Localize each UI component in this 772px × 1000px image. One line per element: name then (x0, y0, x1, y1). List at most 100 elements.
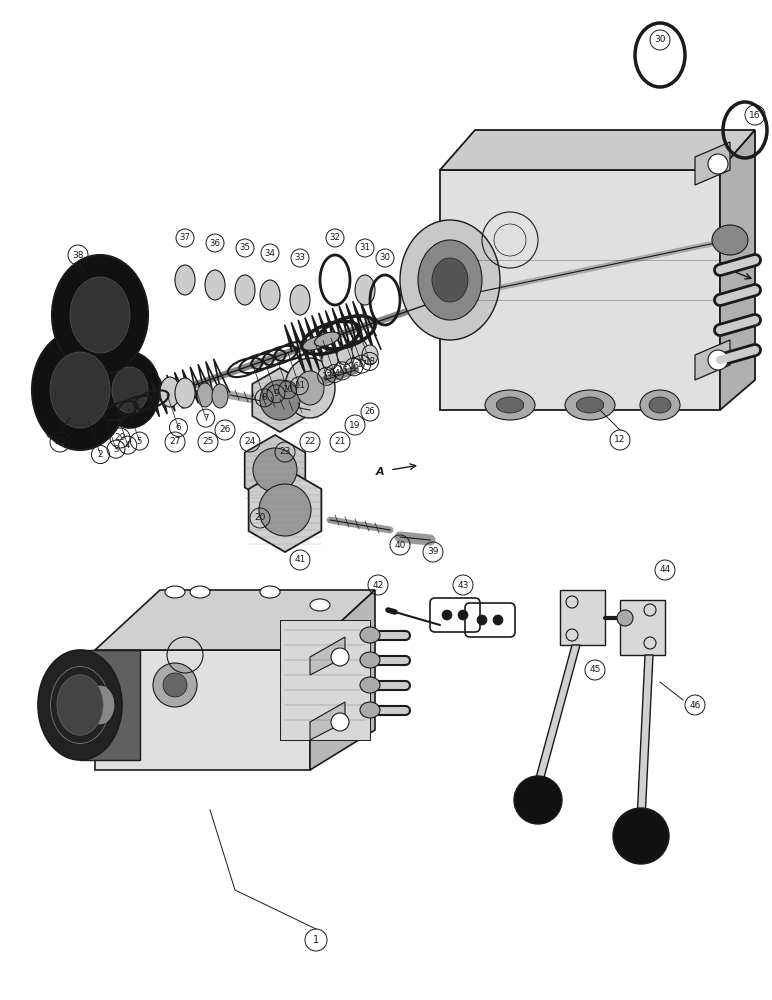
Ellipse shape (418, 240, 482, 320)
Ellipse shape (260, 280, 280, 310)
Circle shape (514, 776, 562, 824)
Text: 30: 30 (654, 35, 665, 44)
Ellipse shape (362, 345, 378, 365)
Polygon shape (280, 620, 370, 740)
Text: 17: 17 (356, 360, 367, 369)
Ellipse shape (352, 340, 368, 360)
Text: 42: 42 (372, 580, 384, 589)
Text: 7: 7 (203, 414, 208, 423)
Ellipse shape (153, 663, 197, 707)
Text: 37: 37 (180, 233, 191, 242)
Polygon shape (80, 650, 140, 760)
Circle shape (613, 808, 669, 864)
Ellipse shape (360, 652, 380, 668)
Text: 8: 8 (262, 393, 267, 402)
Ellipse shape (400, 220, 500, 340)
Ellipse shape (163, 673, 187, 697)
Ellipse shape (458, 610, 468, 620)
Text: 35: 35 (239, 243, 250, 252)
Ellipse shape (649, 397, 671, 413)
Ellipse shape (322, 350, 338, 370)
Text: 40: 40 (394, 540, 406, 550)
Polygon shape (637, 655, 653, 820)
Ellipse shape (57, 675, 103, 735)
Polygon shape (560, 590, 605, 645)
Text: 15: 15 (337, 366, 347, 375)
Polygon shape (534, 645, 580, 785)
Text: 31: 31 (360, 243, 371, 252)
Polygon shape (310, 590, 375, 770)
Text: 32: 32 (330, 233, 340, 242)
Text: 4: 4 (125, 441, 130, 450)
Text: 26: 26 (364, 408, 375, 416)
Ellipse shape (314, 332, 340, 346)
Polygon shape (252, 368, 308, 432)
Text: 19: 19 (349, 420, 361, 430)
Ellipse shape (337, 345, 353, 365)
Ellipse shape (310, 599, 330, 611)
Text: 23: 23 (279, 448, 291, 456)
Ellipse shape (640, 390, 680, 420)
Text: 16: 16 (750, 110, 760, 119)
Text: 25: 25 (202, 438, 214, 446)
Text: 18: 18 (364, 357, 375, 366)
Ellipse shape (576, 397, 604, 413)
Ellipse shape (708, 154, 728, 174)
Ellipse shape (253, 448, 297, 492)
Ellipse shape (205, 270, 225, 300)
Ellipse shape (296, 371, 324, 405)
Text: 33: 33 (294, 253, 306, 262)
Text: 20: 20 (254, 514, 266, 522)
Ellipse shape (712, 225, 748, 255)
Text: 36: 36 (209, 238, 221, 247)
Text: 6: 6 (176, 423, 181, 432)
Text: 1: 1 (313, 935, 319, 945)
Polygon shape (695, 142, 730, 185)
Ellipse shape (160, 377, 180, 407)
Ellipse shape (331, 648, 349, 666)
Ellipse shape (85, 685, 115, 725)
Ellipse shape (260, 586, 280, 598)
Text: 24: 24 (245, 438, 256, 446)
Ellipse shape (432, 258, 468, 302)
Text: 34: 34 (265, 248, 276, 257)
Ellipse shape (477, 615, 487, 625)
Ellipse shape (360, 702, 380, 718)
Ellipse shape (212, 384, 228, 408)
Polygon shape (249, 468, 321, 552)
Text: 14: 14 (329, 369, 340, 378)
Ellipse shape (360, 627, 380, 643)
Polygon shape (310, 637, 345, 675)
Polygon shape (620, 600, 665, 655)
Polygon shape (95, 590, 375, 650)
Text: A: A (716, 262, 724, 272)
Ellipse shape (260, 380, 300, 420)
Text: 28: 28 (54, 438, 66, 446)
Text: 11: 11 (294, 381, 305, 390)
Ellipse shape (70, 277, 130, 353)
Ellipse shape (190, 586, 210, 598)
Ellipse shape (496, 397, 523, 413)
Polygon shape (440, 130, 755, 170)
Polygon shape (95, 650, 310, 770)
Text: 29: 29 (114, 434, 126, 442)
Polygon shape (245, 435, 305, 505)
Text: 16: 16 (348, 362, 360, 371)
Text: 45: 45 (589, 666, 601, 674)
Text: 2: 2 (98, 450, 103, 459)
Text: 10: 10 (282, 385, 293, 394)
Text: 41: 41 (294, 556, 306, 564)
Text: 38: 38 (73, 250, 83, 259)
Ellipse shape (197, 383, 213, 407)
Text: 21: 21 (334, 438, 346, 446)
Text: 26: 26 (219, 426, 231, 434)
Ellipse shape (565, 390, 615, 420)
Ellipse shape (175, 378, 195, 408)
Text: 43: 43 (457, 580, 469, 589)
Ellipse shape (617, 610, 633, 626)
Text: 12: 12 (615, 436, 625, 444)
Text: 9: 9 (273, 389, 279, 398)
Ellipse shape (355, 275, 375, 305)
Ellipse shape (442, 610, 452, 620)
Ellipse shape (493, 615, 503, 625)
